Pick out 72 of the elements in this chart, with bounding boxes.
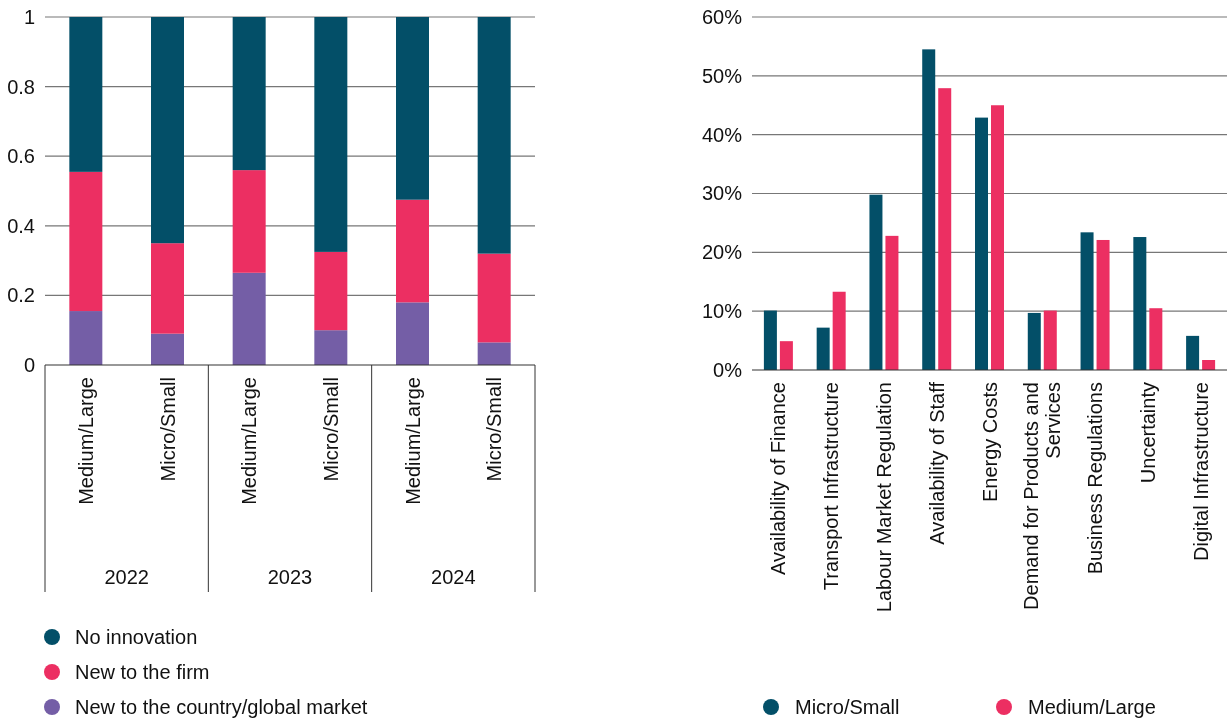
y-tick-label: 20% xyxy=(701,241,743,264)
bar xyxy=(832,291,846,370)
y-tick-label: 0 xyxy=(23,353,35,376)
x-tick-label: Demand for Products and Services xyxy=(1020,382,1065,610)
bar xyxy=(975,117,988,370)
legend-label: No innovation xyxy=(75,626,198,648)
bar xyxy=(314,251,348,331)
bar xyxy=(763,310,777,370)
bar xyxy=(869,194,883,370)
bar xyxy=(151,243,184,334)
y-tick-label: 40% xyxy=(701,123,743,146)
bar xyxy=(232,17,266,171)
y-tick-label: 50% xyxy=(701,64,743,87)
y-tick-label: 0.6 xyxy=(7,145,35,168)
x-tick-label: Medium/Large xyxy=(401,377,424,505)
bar xyxy=(396,302,429,365)
y-tick-label: 0.8 xyxy=(7,75,35,98)
text: 2024 xyxy=(431,566,476,588)
text: 2022 xyxy=(104,566,149,588)
x-tick-label: Medium/Large xyxy=(238,377,261,505)
bar xyxy=(477,342,511,365)
bar xyxy=(1027,312,1041,370)
x-tick-label: Availability of Staff xyxy=(925,381,948,545)
x-tick-label: Micro/Small xyxy=(319,377,342,482)
y-tick-label: 10% xyxy=(701,300,743,323)
y-tick-label: 0% xyxy=(713,358,743,381)
bar xyxy=(396,199,429,303)
y-tick-label: 1 xyxy=(23,5,35,28)
bar xyxy=(477,17,511,254)
x-tick-label: Micro/Small xyxy=(483,377,506,482)
legend-label: Micro/Small xyxy=(795,696,900,718)
bar xyxy=(885,235,899,370)
bar xyxy=(816,327,830,370)
bar xyxy=(396,17,429,200)
x-tick-label: Energy Costs xyxy=(978,382,1001,503)
bar xyxy=(1096,239,1110,370)
bar xyxy=(69,311,103,365)
bar xyxy=(779,341,793,370)
y-tick-label: 0.2 xyxy=(7,284,35,307)
bar xyxy=(938,88,952,370)
bar xyxy=(1043,310,1057,370)
bar xyxy=(1080,232,1094,370)
bar xyxy=(922,49,936,370)
bar xyxy=(314,17,348,252)
bar xyxy=(232,272,266,365)
bar xyxy=(1186,335,1200,370)
bar xyxy=(1133,237,1147,370)
bar xyxy=(151,17,184,244)
bar xyxy=(314,330,348,365)
x-tick-label: Medium/Large xyxy=(74,377,97,505)
y-tick-label: 30% xyxy=(701,182,743,205)
legend-label: New to the country/global market xyxy=(75,696,368,718)
bar xyxy=(1149,308,1163,370)
bar xyxy=(991,105,1004,370)
legend-label: New to the firm xyxy=(75,661,210,683)
x-tick-label: Micro/Small xyxy=(156,377,179,482)
text: 2023 xyxy=(267,566,313,588)
x-tick-label: Digital Infrastructure xyxy=(1189,382,1212,561)
bar xyxy=(151,333,184,365)
x-tick-label: Uncertainty xyxy=(1136,382,1159,484)
y-tick-label: 60% xyxy=(701,5,743,28)
x-tick-label: Availability of Finance xyxy=(767,382,790,576)
legend-label: Medium/Large xyxy=(1028,696,1156,718)
x-tick-label: Transport Infrastructure xyxy=(820,382,843,591)
x-tick-label: Labour Market Regulation xyxy=(872,382,895,613)
bar xyxy=(69,171,103,312)
bar xyxy=(232,170,266,273)
bar xyxy=(1202,360,1216,370)
y-tick-label: 0.4 xyxy=(7,214,35,237)
x-tick-label: Business Regulations xyxy=(1084,382,1107,575)
bar xyxy=(69,17,103,172)
bar xyxy=(477,253,511,343)
